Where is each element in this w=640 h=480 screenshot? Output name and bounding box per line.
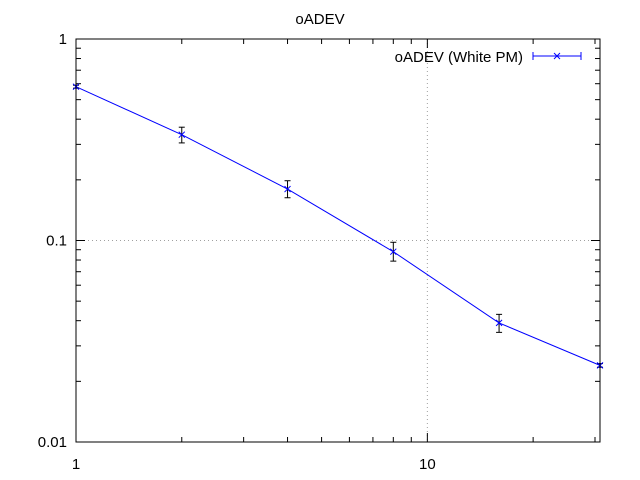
data-point	[178, 131, 186, 139]
marker-stroke	[495, 319, 503, 327]
data-point	[389, 248, 397, 256]
marker-stroke	[284, 185, 291, 193]
data-point	[495, 319, 503, 327]
minor-ticks	[76, 39, 600, 442]
y-tick-label: 0.1	[46, 233, 67, 250]
chart-title: oADEV	[295, 11, 344, 28]
legend-sample	[532, 52, 582, 60]
data-point	[284, 185, 291, 193]
grid-lines	[76, 39, 600, 442]
plot-frame	[75, 38, 601, 443]
x-tick-label: 10	[419, 456, 436, 473]
y-tick-label: 1	[59, 31, 67, 48]
marker-stroke	[389, 248, 397, 256]
major-ticks	[75, 38, 600, 443]
series-oadev-white-pm	[72, 83, 604, 369]
x-tick-label: 1	[72, 456, 80, 473]
y-tick-label: 0.01	[38, 434, 67, 451]
legend-label: oADEV (White PM)	[395, 49, 523, 66]
tick-labels: 1 10 1 0.1 0.01	[38, 31, 436, 473]
legend: oADEV (White PM)	[395, 49, 582, 66]
marker-stroke	[178, 131, 186, 139]
legend-marker	[553, 52, 561, 60]
series-line	[75, 86, 601, 366]
